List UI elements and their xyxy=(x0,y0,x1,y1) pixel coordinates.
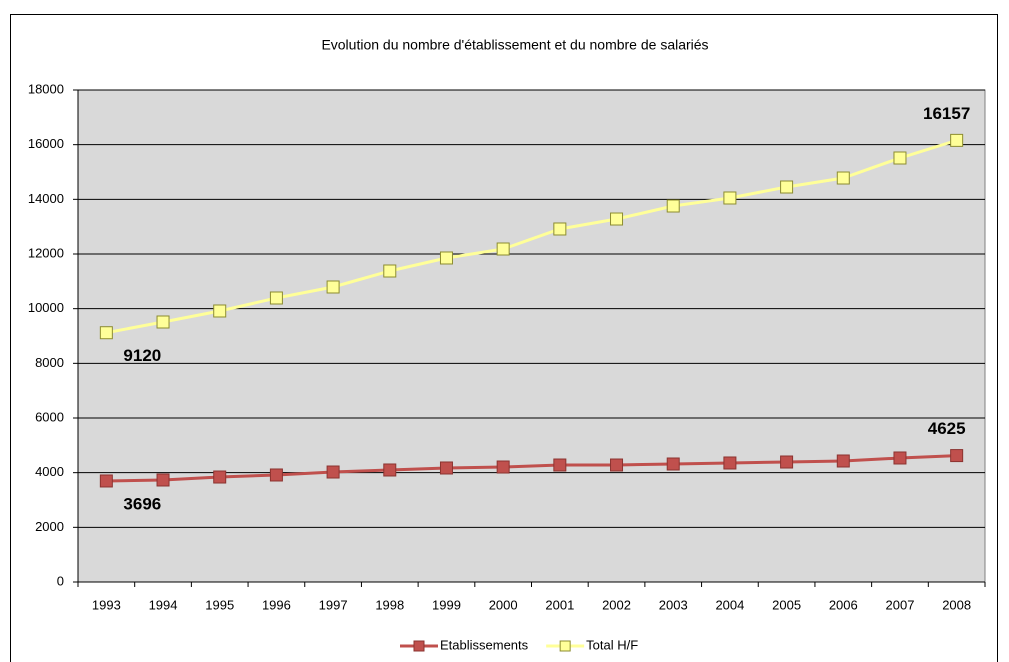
x-tick-label: 2008 xyxy=(942,597,971,612)
x-tick-label: 1996 xyxy=(262,597,291,612)
legend-label: Etablissements xyxy=(440,637,529,652)
marker xyxy=(836,171,850,185)
marker xyxy=(893,451,907,465)
y-tick-label: 16000 xyxy=(28,136,64,151)
marker xyxy=(610,458,624,472)
marker xyxy=(950,133,964,147)
legend-marker xyxy=(559,640,571,652)
marker xyxy=(496,242,510,256)
marker xyxy=(893,151,907,165)
y-tick-label: 18000 xyxy=(28,81,64,96)
marker xyxy=(723,456,737,470)
marker xyxy=(99,474,113,488)
y-tick-label: 2000 xyxy=(35,519,64,534)
marker xyxy=(156,473,170,487)
x-tick-label: 2007 xyxy=(886,597,915,612)
x-tick-label: 2005 xyxy=(772,597,801,612)
marker xyxy=(553,222,567,236)
marker xyxy=(213,304,227,318)
series-line xyxy=(106,138,958,335)
marker xyxy=(780,180,794,194)
y-tick-label: 4000 xyxy=(35,464,64,479)
x-tick-label: 1998 xyxy=(375,597,404,612)
marker xyxy=(666,457,680,471)
marker xyxy=(383,463,397,477)
marker xyxy=(99,326,113,340)
marker xyxy=(326,465,340,479)
marker xyxy=(496,460,510,474)
marker xyxy=(666,199,680,213)
marker xyxy=(269,291,283,305)
x-tick-label: 2004 xyxy=(715,597,744,612)
data-label: 16157 xyxy=(923,104,970,123)
y-tick-label: 10000 xyxy=(28,300,64,315)
marker xyxy=(723,191,737,205)
data-label: 3696 xyxy=(123,494,161,513)
x-tick-label: 2006 xyxy=(829,597,858,612)
data-label: 4625 xyxy=(928,419,966,438)
plot-area xyxy=(77,89,986,583)
series-line xyxy=(106,454,957,483)
legend-marker xyxy=(413,640,425,652)
x-tick-label: 2001 xyxy=(545,597,574,612)
marker xyxy=(610,212,624,226)
marker xyxy=(439,251,453,265)
x-tick-label: 1999 xyxy=(432,597,461,612)
chart-title: Evolution du nombre d'établissement et d… xyxy=(321,37,708,53)
y-tick-label: 0 xyxy=(57,573,64,588)
y-tick-label: 12000 xyxy=(28,245,64,260)
marker xyxy=(383,264,397,278)
x-tick-label: 1994 xyxy=(149,597,178,612)
marker xyxy=(326,280,340,294)
marker xyxy=(269,468,283,482)
x-tick-label: 2003 xyxy=(659,597,688,612)
marker xyxy=(213,470,227,484)
marker xyxy=(439,461,453,475)
data-label: 9120 xyxy=(123,346,161,365)
marker xyxy=(780,455,794,469)
y-tick-label: 6000 xyxy=(35,409,64,424)
legend-label: Total H/F xyxy=(586,637,638,652)
x-tick-label: 1997 xyxy=(319,597,348,612)
x-tick-label: 1995 xyxy=(205,597,234,612)
y-tick-label: 14000 xyxy=(28,191,64,206)
x-tick-label: 1993 xyxy=(92,597,121,612)
marker xyxy=(950,449,964,463)
x-tick-label: 2002 xyxy=(602,597,631,612)
y-tick-label: 8000 xyxy=(35,355,64,370)
marker xyxy=(553,458,567,472)
marker xyxy=(836,454,850,468)
marker xyxy=(156,315,170,329)
x-tick-label: 2000 xyxy=(489,597,518,612)
